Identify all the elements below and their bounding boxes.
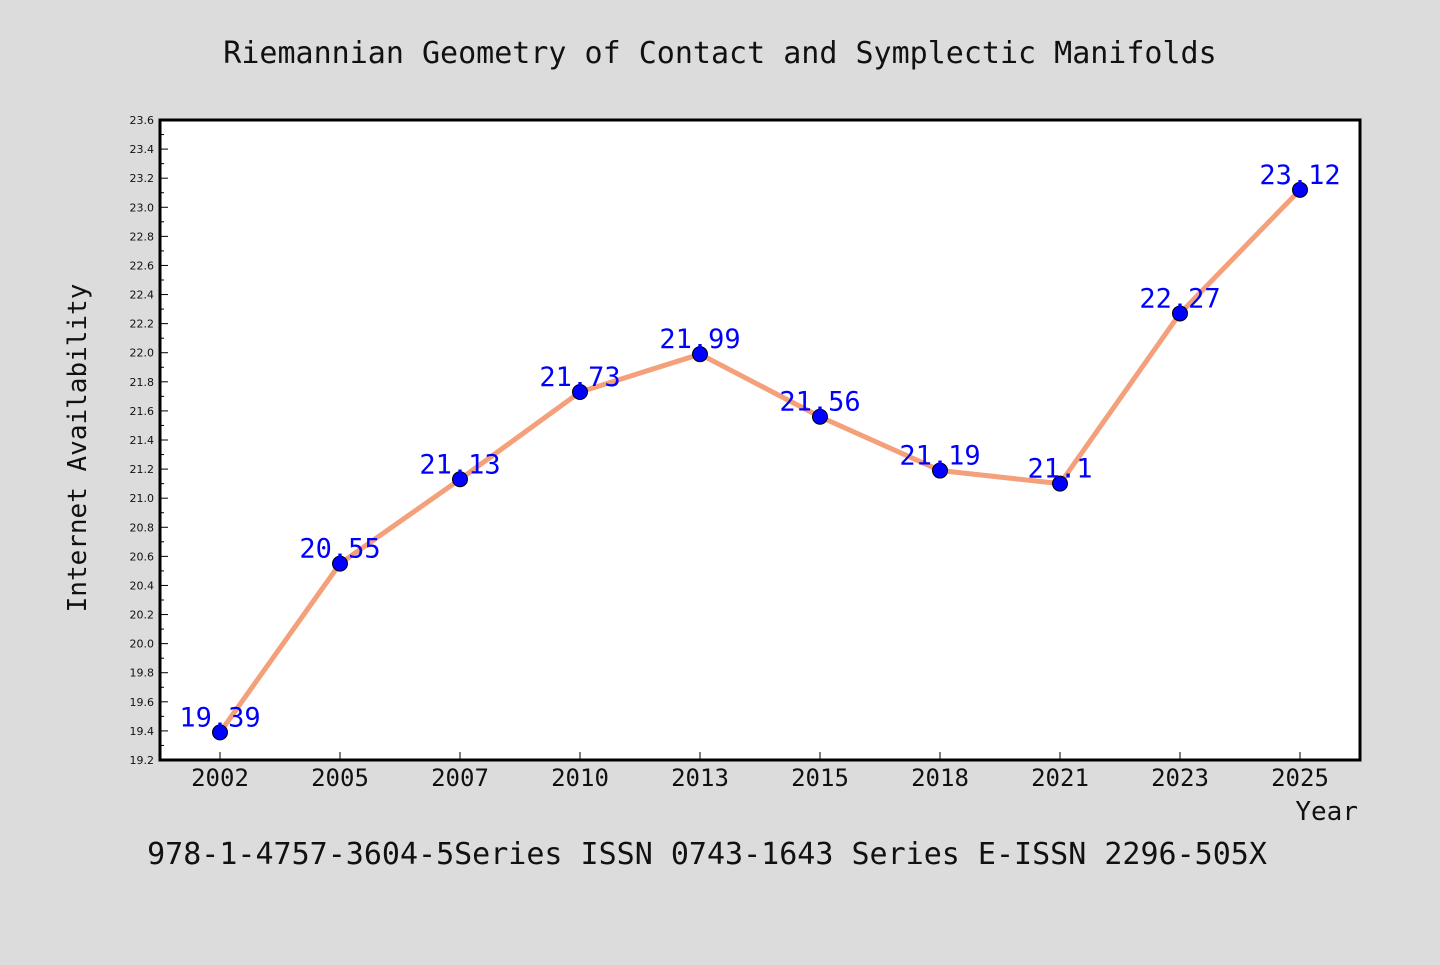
y-tick-label: 21.2	[130, 463, 155, 476]
y-tick-label: 22.2	[130, 318, 155, 331]
y-tick-label: 20.2	[130, 609, 155, 622]
data-point	[332, 555, 348, 572]
data-label: 21.13	[419, 449, 500, 480]
x-tick-label: 2021	[1031, 764, 1089, 792]
y-tick-label: 19.4	[130, 725, 155, 738]
y-tick-label: 23.2	[130, 172, 155, 185]
y-axis-label: Internet Availability	[63, 284, 93, 613]
x-tick-label: 2023	[1151, 764, 1209, 792]
y-axis: 19.2 19.4 19.6 19.8 20.0 20.2 20.4 20.6 20.8 21.0…	[130, 114, 168, 767]
plot-area	[158, 118, 1362, 762]
data-label: 21.19	[899, 441, 980, 472]
data-point	[572, 384, 588, 400]
data-point	[212, 724, 228, 741]
data-label: 21.73	[539, 362, 620, 393]
x-tick-label: 2002	[191, 764, 249, 792]
data-series	[212, 181, 1308, 741]
isbn-footer: 978-1-4757-3604-5Series ISSN 0743-1643 S…	[147, 837, 1267, 872]
x-tick-label: 2025	[1271, 764, 1329, 792]
data-label: 23.12	[1259, 160, 1340, 191]
data-label: 21.56	[779, 387, 860, 418]
y-tick-label: 20.0	[130, 638, 155, 651]
y-tick-label: 22.4	[130, 289, 155, 302]
y-tick-label: 22.6	[130, 259, 155, 272]
y-tick-label: 21.6	[130, 405, 155, 418]
data-point	[452, 471, 468, 488]
x-tick-label: 2010	[551, 764, 609, 792]
x-axis: 2002 2005 2007 2010 2013 2015 2018 2021 2023 2025	[191, 752, 1329, 792]
data-point	[932, 462, 948, 479]
y-tick-label: 19.8	[130, 667, 155, 680]
y-tick-label: 20.6	[130, 550, 155, 563]
series-line	[217, 187, 1303, 735]
y-tick-label: 22.0	[130, 347, 155, 360]
y-tick-label: 23.4	[130, 143, 155, 156]
y-tick-label: 21.8	[130, 376, 155, 389]
x-tick-label: 2007	[431, 764, 489, 792]
data-label: 22.27	[1139, 283, 1220, 314]
x-tick-label: 2005	[311, 764, 369, 792]
x-tick-label: 2013	[671, 764, 729, 792]
y-tick-label: 23.0	[130, 201, 155, 214]
data-point	[812, 408, 828, 425]
data-label: 21.99	[659, 324, 740, 355]
y-tick-label: 23.6	[130, 114, 155, 127]
data-point	[1172, 305, 1188, 322]
y-tick-label: 19.6	[130, 696, 155, 709]
data-point	[692, 346, 708, 363]
data-label: 20.55	[299, 534, 380, 565]
data-label: 21.1	[1027, 454, 1092, 485]
data-labels: 19.39 20.55 21.13 21.73 21.99 21.56 21.19 21.1 2…	[179, 160, 1340, 734]
data-point	[1052, 475, 1068, 492]
data-label: 19.39	[179, 702, 260, 733]
y-tick-label: 22.8	[130, 230, 155, 243]
x-tick-label: 2015	[791, 764, 849, 792]
chart-title: Riemannian Geometry of Contact and Sympl…	[223, 36, 1216, 71]
y-tick-label: 20.4	[130, 579, 155, 592]
x-tick-label: 2018	[911, 764, 969, 792]
y-tick-label: 21.0	[130, 492, 155, 505]
x-axis-label: Year	[1295, 797, 1358, 827]
y-tick-label: 21.4	[130, 434, 155, 447]
y-tick-label: 20.8	[130, 521, 155, 534]
y-tick-label: 19.2	[130, 754, 155, 767]
data-point	[1292, 181, 1308, 198]
